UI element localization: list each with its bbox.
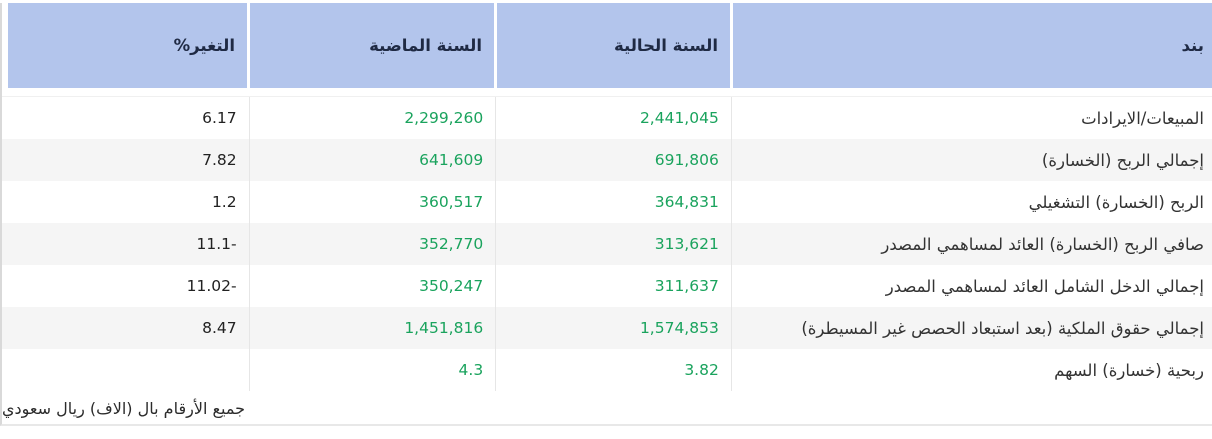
- table-body: المبيعات/الايرادات 2,441,045 2,299,260 6…: [2, 96, 1212, 391]
- table-row: إجمالي الدخل الشامل العائد لمساهمي المصد…: [2, 265, 1212, 307]
- table-row: الربح (الخسارة) التشغيلي 364,831 360,517…: [2, 181, 1212, 223]
- table-header-row: بند السنة الحالية السنة الماضية التغير%: [2, 3, 1212, 88]
- change-pct-value: -11.1: [196, 235, 237, 253]
- previous-year-value: 641,609: [248, 139, 496, 181]
- item-label: إجمالي الدخل الشامل العائد لمساهمي المصد…: [730, 265, 1212, 307]
- column-header-previous-year: السنة الماضية: [250, 3, 494, 88]
- change-pct-value: 6.17: [202, 109, 237, 127]
- previous-year-value: 352,770: [248, 223, 496, 265]
- table-row: إجمالي حقوق الملكية (بعد استبعاد الحصص غ…: [2, 307, 1212, 349]
- current-year-value: 3.82: [495, 349, 731, 391]
- change-pct-value: 8.47: [202, 319, 237, 337]
- current-year-value: 691,806: [495, 139, 731, 181]
- table-row: إجمالي الربح (الخسارة) 691,806 641,609 7…: [2, 139, 1212, 181]
- current-year-value: 313,621: [495, 223, 731, 265]
- item-label: إجمالي حقوق الملكية (بعد استبعاد الحصص غ…: [730, 307, 1212, 349]
- column-header-item: بند: [733, 3, 1212, 88]
- column-header-current-year: السنة الحالية: [497, 3, 730, 88]
- item-label: صافي الربح (الخسارة) العائد لمساهمي المص…: [730, 223, 1212, 265]
- previous-year-value: 360,517: [248, 181, 496, 223]
- item-label: ربحية (خسارة) السهم: [730, 349, 1212, 391]
- column-header-change-pct: التغير%: [8, 3, 247, 88]
- financials-comparison-table: بند السنة الحالية السنة الماضية التغير% …: [0, 3, 1212, 426]
- current-year-value: 364,831: [495, 181, 731, 223]
- item-label: إجمالي الربح (الخسارة): [730, 139, 1212, 181]
- units-footnote: جميع الأرقام بال (الاف) ريال سعودي: [2, 399, 245, 418]
- change-pct-value: 1.2: [211, 193, 237, 211]
- table-row: المبيعات/الايرادات 2,441,045 2,299,260 6…: [2, 97, 1212, 139]
- previous-year-value: 4.3: [248, 349, 496, 391]
- change-pct-value: [2, 349, 249, 391]
- change-pct-value: 7.82: [202, 151, 237, 169]
- current-year-value: 1,574,853: [495, 307, 731, 349]
- current-year-value: 311,637: [495, 265, 731, 307]
- current-year-value: 2,441,045: [495, 97, 731, 139]
- item-label: المبيعات/الايرادات: [730, 97, 1212, 139]
- previous-year-value: 1,451,816: [248, 307, 496, 349]
- table-row: ربحية (خسارة) السهم 3.82 4.3: [2, 349, 1212, 391]
- previous-year-value: 350,247: [248, 265, 496, 307]
- table-row: صافي الربح (الخسارة) العائد لمساهمي المص…: [2, 223, 1212, 265]
- previous-year-value: 2,299,260: [248, 97, 496, 139]
- item-label: الربح (الخسارة) التشغيلي: [730, 181, 1212, 223]
- change-pct-value: -11.02: [186, 277, 237, 295]
